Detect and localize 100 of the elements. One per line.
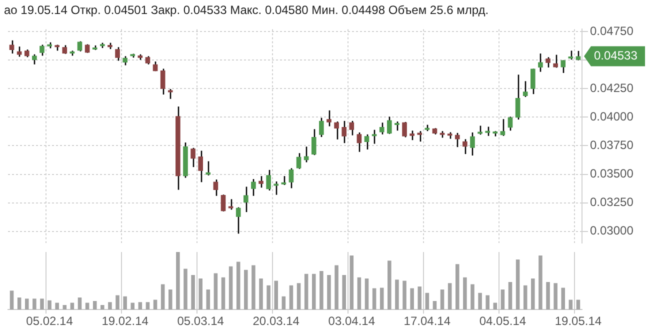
candlestick: [454, 132, 460, 148]
y-tick-label: 0.04000: [590, 109, 634, 124]
candlestick: [417, 130, 422, 142]
candlestick: [538, 52, 543, 72]
bar: [508, 282, 512, 310]
x-tick-label: 19.02.14: [102, 314, 149, 328]
bar: [24, 298, 29, 310]
bar: [432, 300, 437, 310]
bar: [568, 300, 573, 310]
candlestick: [206, 160, 211, 176]
bar: [92, 300, 97, 310]
candlestick: [304, 146, 309, 163]
candlestick: [266, 169, 271, 192]
candlestick: [522, 80, 528, 98]
bar: [440, 289, 444, 310]
bar: [32, 298, 36, 310]
bar: [153, 300, 158, 310]
bar: [100, 304, 104, 310]
candlestick: [319, 117, 324, 138]
x-tick-label: 05.02.14: [26, 314, 74, 328]
bar: [17, 298, 22, 310]
candlestick: [553, 54, 558, 68]
bar: [48, 300, 52, 310]
bar: [516, 259, 520, 310]
candlestick: [462, 138, 468, 155]
x-tick-label: 05.03.14: [177, 314, 224, 328]
x-tick-label: 19.05.14: [554, 314, 602, 328]
candlestick: [410, 130, 414, 141]
candlestick: [220, 194, 226, 212]
bar: [342, 275, 346, 310]
candlestick: [296, 152, 302, 170]
candlestick: [560, 60, 566, 74]
bar: [546, 282, 550, 310]
candlestick: [326, 110, 332, 127]
bar: [523, 285, 528, 310]
bar: [160, 284, 165, 310]
bar: [289, 285, 294, 310]
bar: [334, 265, 338, 310]
bar: [402, 280, 406, 310]
x-tick-label: 17.04.14: [404, 314, 451, 328]
candlestick: [402, 121, 407, 138]
bar: [123, 296, 127, 310]
bar: [62, 304, 67, 310]
candlestick: [244, 186, 248, 213]
candlestick: [356, 132, 362, 153]
y-tick-label: 0.03250: [590, 195, 634, 210]
candlestick: [372, 129, 377, 144]
bar: [486, 295, 490, 310]
bar: [85, 302, 90, 310]
bar: [252, 265, 256, 310]
bar: [372, 288, 376, 310]
bar: [350, 255, 354, 310]
candlestick: [160, 68, 166, 96]
bar: [214, 273, 218, 310]
candlestick: [546, 56, 550, 68]
bar: [130, 302, 135, 310]
bar: [116, 295, 120, 310]
bar: [327, 275, 331, 310]
bar: [364, 278, 369, 310]
bar: [388, 260, 392, 310]
bar: [500, 289, 505, 310]
bar: [146, 302, 150, 310]
bar: [206, 289, 210, 310]
y-tick-label: 0.03750: [590, 138, 634, 152]
candlestick: [236, 206, 241, 234]
bar: [357, 277, 362, 310]
y-tick-label: 0.03500: [590, 166, 634, 181]
candlestick: [213, 178, 218, 197]
bar: [410, 288, 414, 310]
bar: [304, 274, 308, 310]
bar: [395, 280, 399, 310]
bar: [259, 278, 263, 310]
bar: [40, 298, 44, 310]
candlestick: [311, 128, 316, 156]
candlestick: [198, 150, 203, 183]
bar: [538, 255, 542, 310]
x-tick-label: 03.04.14: [328, 314, 376, 328]
bar: [470, 284, 474, 310]
candlestick: [16, 46, 22, 58]
bar: [418, 286, 422, 310]
candlestick: [394, 120, 400, 132]
candlestick: [258, 175, 264, 188]
bar: [493, 302, 498, 310]
bar: [236, 262, 240, 310]
bar: [176, 252, 180, 310]
bar: [266, 285, 270, 310]
candlestick: [40, 44, 44, 56]
bar: [312, 274, 316, 310]
bar: [448, 283, 452, 310]
bar: [78, 298, 82, 310]
y-tick-label: 0.04250: [590, 80, 634, 95]
bar: [55, 302, 59, 310]
candlestick: [274, 180, 279, 196]
bar: [425, 292, 430, 310]
bar: [108, 302, 112, 310]
bar: [320, 271, 324, 310]
candlestick: [515, 74, 520, 120]
bar: [191, 275, 195, 310]
bar: [296, 283, 301, 310]
bar: [274, 280, 278, 310]
